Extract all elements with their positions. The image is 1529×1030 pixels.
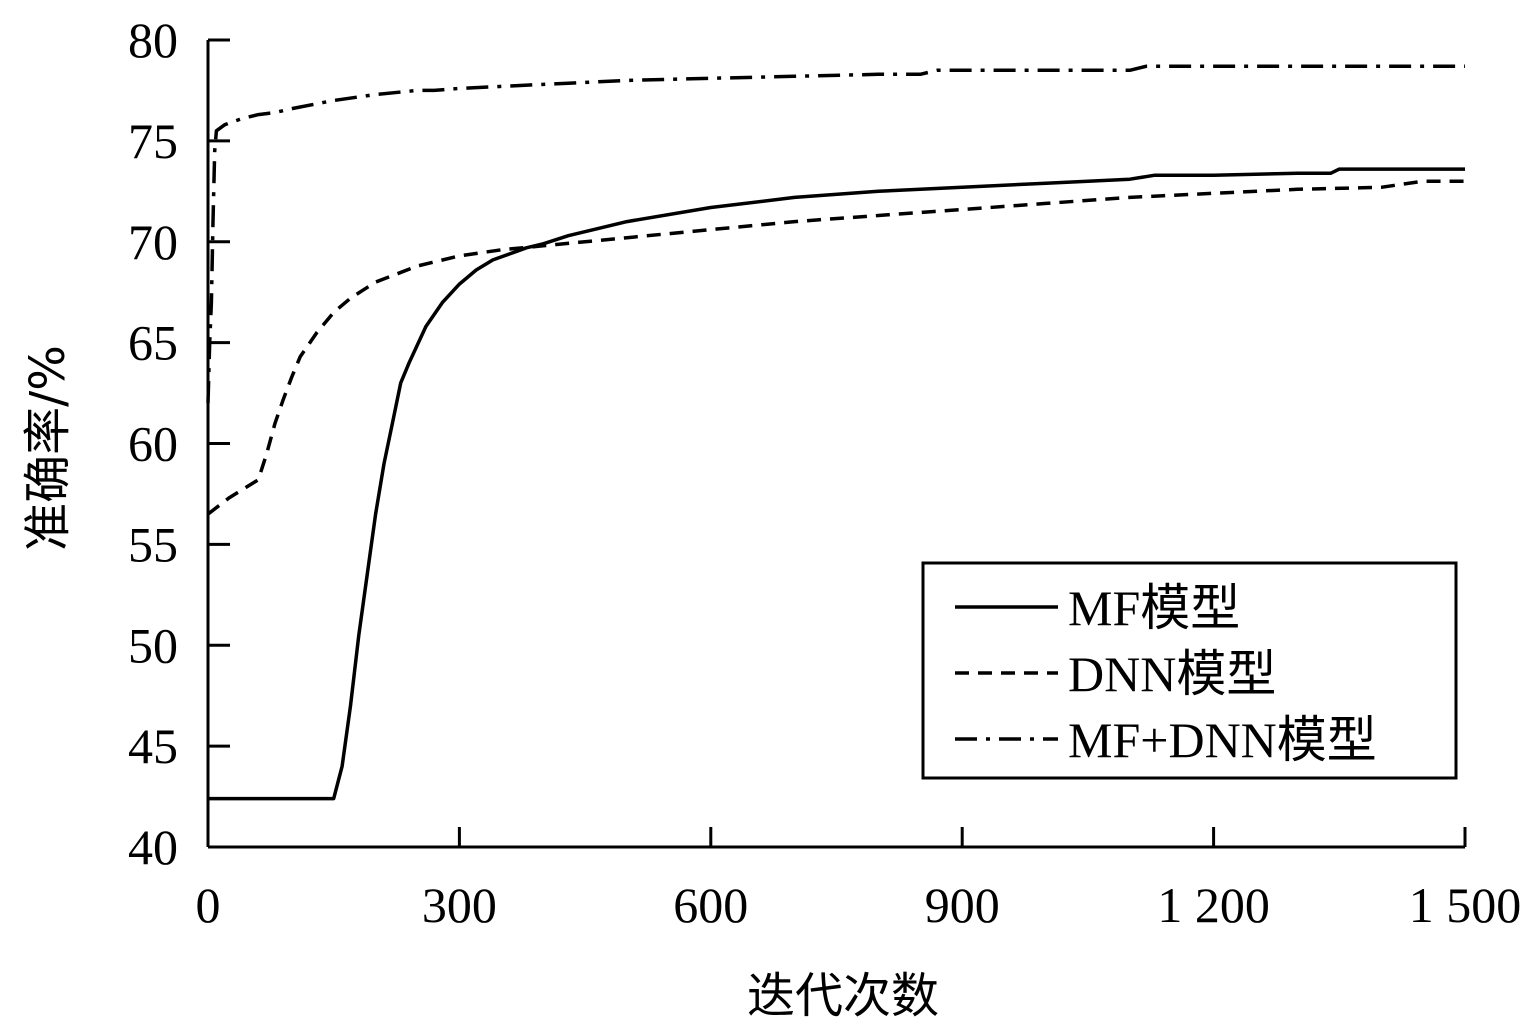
- x-tick-label: 300: [422, 877, 497, 933]
- x-tick-label: 0: [196, 877, 221, 933]
- series-line-2: [206, 179, 1465, 516]
- legend-label-1: MF模型: [1068, 580, 1240, 636]
- y-tick-label: 45: [128, 718, 178, 774]
- y-tick-label: 55: [128, 516, 178, 572]
- y-axis-title: 准确率/%: [20, 345, 76, 551]
- x-tick-label: 900: [925, 877, 1000, 933]
- y-tick-label: 70: [128, 214, 178, 270]
- y-ticks: 40 45 50 55 60 65 70 75 80: [128, 12, 230, 875]
- y-tick-label: 40: [128, 819, 178, 875]
- legend-label-2: DNN模型: [1068, 646, 1276, 702]
- y-tick-label: 50: [128, 617, 178, 673]
- x-tick-label: 1 200: [1157, 877, 1270, 933]
- y-tick-label: 75: [128, 113, 178, 169]
- x-axis-title: 迭代次数: [747, 968, 939, 1024]
- y-tick-label: 65: [128, 315, 178, 371]
- y-tick-label: 80: [128, 12, 178, 68]
- legend-label-3: MF+DNN模型: [1068, 712, 1377, 768]
- y-tick-label: 60: [128, 416, 178, 472]
- x-tick-label: 600: [673, 877, 748, 933]
- legend: MF模型 DNN模型 MF+DNN模型: [921, 561, 1458, 780]
- series-line-3: [206, 64, 1465, 404]
- legend-box: [921, 561, 1458, 780]
- x-ticks: 0 300 600 900 1 200 1 500: [196, 827, 1522, 933]
- plot-lines: [206, 64, 1465, 801]
- x-tick-label: 1 500: [1409, 877, 1522, 933]
- series-line-1: [208, 167, 1465, 801]
